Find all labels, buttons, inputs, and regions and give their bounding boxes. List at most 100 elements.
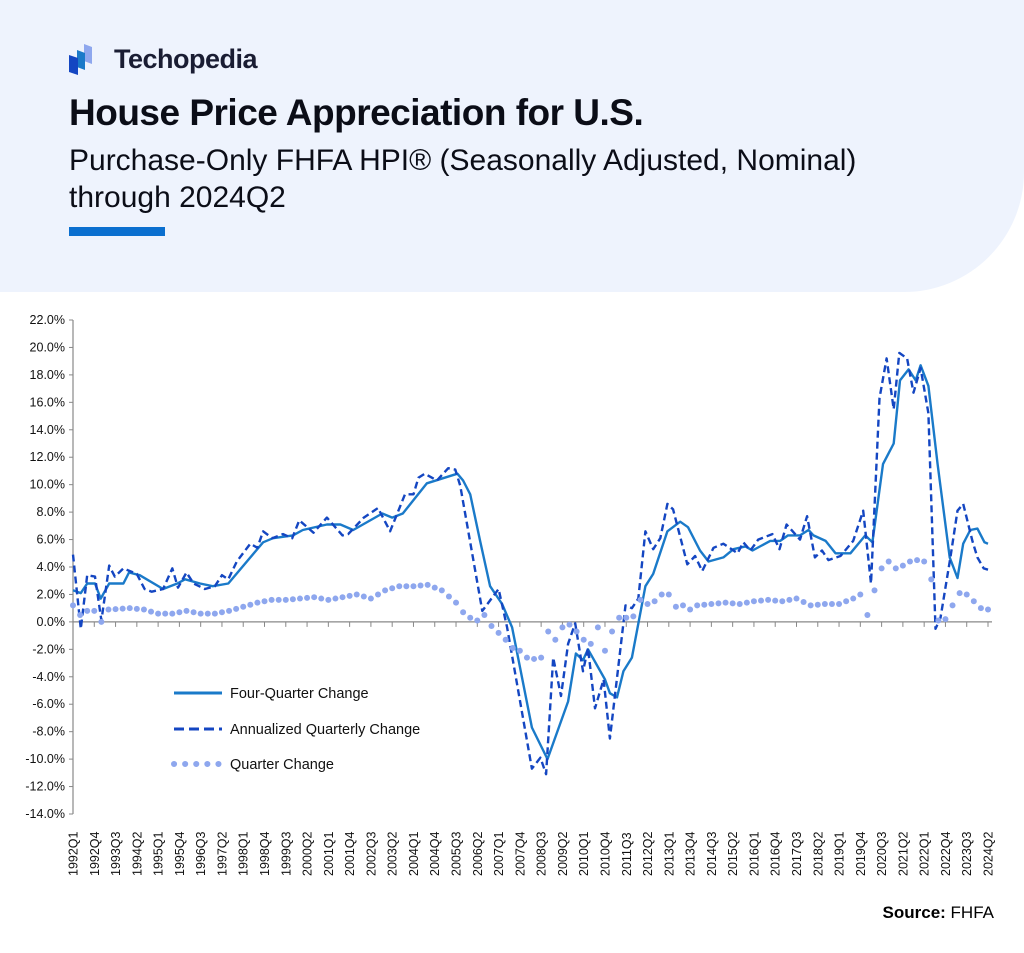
x-tick-label: 1995Q1 <box>152 831 166 876</box>
quarter-change-point <box>148 608 155 615</box>
quarter-change-point <box>268 596 275 603</box>
quarter-change-point <box>956 590 963 597</box>
legend-label: Quarter Change <box>230 757 334 773</box>
source-label: Source: <box>882 903 946 922</box>
quarter-change-point <box>807 602 814 609</box>
x-tick-label: 2004Q1 <box>407 831 421 876</box>
quarter-change-point <box>772 597 779 604</box>
x-tick-label: 1997Q2 <box>215 831 229 876</box>
quarter-change-point <box>935 617 942 624</box>
quarter-change-point <box>680 602 686 609</box>
page-subtitle: Purchase-Only FHFA HPI® (Seasonally Adju… <box>69 144 857 214</box>
x-tick-label: 1996Q3 <box>194 831 208 876</box>
quarter-change-point <box>644 601 651 608</box>
y-tick-label: 14.0% <box>30 423 65 437</box>
quarter-change-point <box>133 605 140 612</box>
quarter-change-point <box>438 587 445 594</box>
x-tick-label: 1998Q1 <box>237 831 251 876</box>
quarter-change-point <box>942 616 949 623</box>
quarter-change-point <box>779 598 786 605</box>
x-tick-label: 2022Q4 <box>939 831 953 876</box>
quarter-change-point <box>396 583 403 590</box>
quarter-change-point <box>325 596 332 603</box>
y-tick-label: -8.0% <box>32 725 65 739</box>
x-tick-label: 2015Q2 <box>726 831 740 876</box>
quarter-change-point <box>516 647 523 654</box>
quarter-change-point <box>211 610 218 617</box>
x-tick-label: 2020Q3 <box>875 831 889 876</box>
quarter-change-point <box>928 576 935 583</box>
quarter-change-point <box>800 598 807 605</box>
x-tick-label: 2016Q1 <box>747 831 761 876</box>
quarter-change-point <box>318 595 325 602</box>
x-tick-label: 1992Q1 <box>67 831 81 876</box>
quarter-change-point <box>701 601 708 608</box>
quarter-change-point <box>226 607 233 614</box>
quarter-change-point <box>375 591 381 598</box>
quarter-change-point <box>552 636 559 643</box>
quarter-change-point <box>970 598 977 605</box>
quarter-change-point <box>963 591 970 598</box>
x-tick-label: 2012Q2 <box>641 831 655 876</box>
quarter-change-point <box>247 601 254 608</box>
x-tick-label: 2017Q3 <box>790 831 804 876</box>
header-panel: Techopedia House Price Appreciation for … <box>0 0 1024 292</box>
quarter-change-point <box>445 593 452 600</box>
quarter-change-point <box>821 601 828 608</box>
quarter-change-point <box>197 610 204 617</box>
quarter-change-point <box>892 565 899 572</box>
quarter-change-point <box>403 583 410 590</box>
quarter-change-point <box>665 591 672 598</box>
x-tick-label: 1993Q3 <box>109 831 123 876</box>
quarter-change-point <box>488 623 495 630</box>
y-tick-label: 6.0% <box>37 533 66 547</box>
quarter-change-point <box>204 610 211 617</box>
quarter-change-point <box>694 602 701 609</box>
quarter-change-point <box>474 617 481 624</box>
x-tick-label: 2021Q2 <box>896 831 910 876</box>
quarter-change-point <box>630 613 637 620</box>
quarter-change-point <box>105 606 112 613</box>
x-tick-label: 2022Q1 <box>918 831 932 876</box>
x-tick-label: 2007Q4 <box>513 831 527 876</box>
y-tick-label: -14.0% <box>25 807 65 821</box>
quarter-change-point <box>573 628 580 635</box>
x-tick-label: 2004Q4 <box>428 831 442 876</box>
quarter-change-point <box>509 644 516 651</box>
quarter-change-point <box>559 624 566 631</box>
quarter-change-point <box>453 599 460 606</box>
quarter-change-point <box>758 597 765 604</box>
quarter-change-point <box>637 596 644 603</box>
x-tick-label: 2007Q1 <box>492 831 506 876</box>
quarter-change-point <box>857 591 864 598</box>
quarter-change-point <box>140 606 147 613</box>
x-tick-label: 2013Q1 <box>662 831 676 876</box>
x-tick-label: 2018Q2 <box>811 831 825 876</box>
y-tick-label: 10.0% <box>30 478 65 492</box>
quarter-change-point <box>871 587 878 594</box>
techopedia-logo-icon <box>69 44 92 75</box>
quarter-change-point <box>864 612 871 619</box>
quarter-change-point <box>743 599 750 606</box>
quarter-change-point <box>616 614 623 621</box>
x-tick-label: 2014Q3 <box>705 831 719 876</box>
quarter-change-point <box>729 600 736 607</box>
x-tick-label: 2011Q3 <box>620 832 634 876</box>
y-tick-label: -4.0% <box>32 670 65 684</box>
quarter-change-point <box>523 654 530 661</box>
quarter-change-point <box>722 599 729 606</box>
quarter-change-point <box>367 595 374 602</box>
quarter-change-point <box>609 628 616 635</box>
quarter-change-point <box>126 605 133 612</box>
quarter-change-point <box>885 558 892 565</box>
y-tick-label: 8.0% <box>37 505 66 519</box>
quarter-change-point <box>77 612 84 619</box>
quarter-change-point <box>814 601 821 608</box>
source-note: Source: FHFA <box>883 903 994 923</box>
quarter-change-point <box>786 596 793 603</box>
y-tick-label: 22.0% <box>30 313 65 327</box>
source-value: FHFA <box>950 903 994 922</box>
quarter-change-point <box>282 596 289 603</box>
quarter-change-point <box>311 594 318 601</box>
y-tick-label: -12.0% <box>25 780 65 794</box>
